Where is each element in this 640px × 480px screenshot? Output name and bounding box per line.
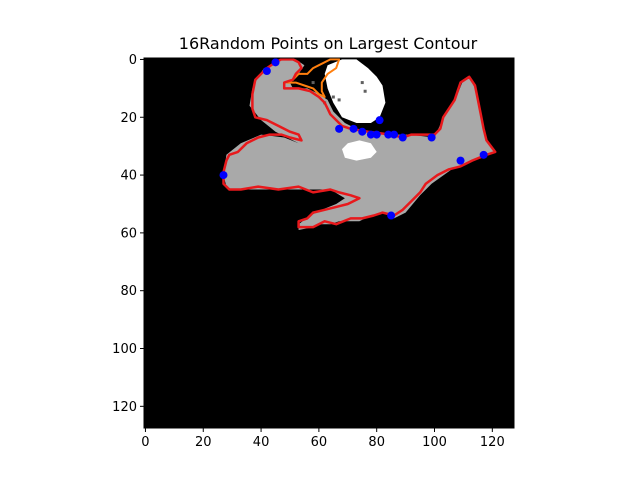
y-tick-label: 80: [120, 284, 137, 299]
chart-title: 16Random Points on Largest Contour: [179, 34, 478, 53]
random-point: [335, 124, 344, 133]
noise-pixel: [311, 81, 315, 85]
x-tick-label: 40: [253, 435, 270, 450]
axes-frame: [143, 57, 515, 429]
secondary-contour-line: [286, 58, 341, 98]
noise-pixel: [337, 98, 341, 102]
x-tick-label: 60: [311, 435, 328, 450]
highlight-region: [324, 59, 386, 123]
random-point: [271, 58, 280, 67]
noise-pixel: [331, 95, 335, 99]
y-axis: 0 20 40 60 80 100 120: [112, 53, 144, 415]
y-tick-label: 120: [112, 400, 137, 415]
random-point: [372, 130, 381, 139]
noise-pixel: [363, 89, 367, 93]
random-point: [398, 133, 407, 142]
random-point: [390, 130, 399, 139]
random-point: [375, 116, 384, 125]
y-tick-label: 100: [112, 342, 137, 357]
y-tick-label: 20: [120, 111, 137, 126]
y-tick-label: 60: [120, 226, 137, 241]
y-tick-label: 0: [129, 53, 137, 68]
random-point: [219, 171, 228, 180]
random-point: [262, 67, 271, 76]
random-point: [384, 130, 393, 139]
x-tick-label: 120: [480, 435, 505, 450]
highlight-region: [342, 140, 377, 161]
random-point: [387, 211, 396, 220]
y-tick-label: 40: [120, 169, 137, 184]
x-tick-label: 100: [422, 435, 447, 450]
random-point: [358, 127, 367, 136]
random-point: [366, 130, 375, 139]
random-point: [349, 124, 358, 133]
noise-pixel: [360, 81, 364, 85]
x-tick-label: 0: [141, 435, 149, 450]
x-axis: 0 20 40 60 80 100 120: [141, 428, 505, 450]
random-point: [479, 150, 488, 159]
x-tick-label: 80: [368, 435, 385, 450]
plot-area: [144, 58, 514, 428]
random-point: [427, 133, 436, 142]
random-point: [456, 156, 465, 165]
x-tick-label: 20: [195, 435, 212, 450]
